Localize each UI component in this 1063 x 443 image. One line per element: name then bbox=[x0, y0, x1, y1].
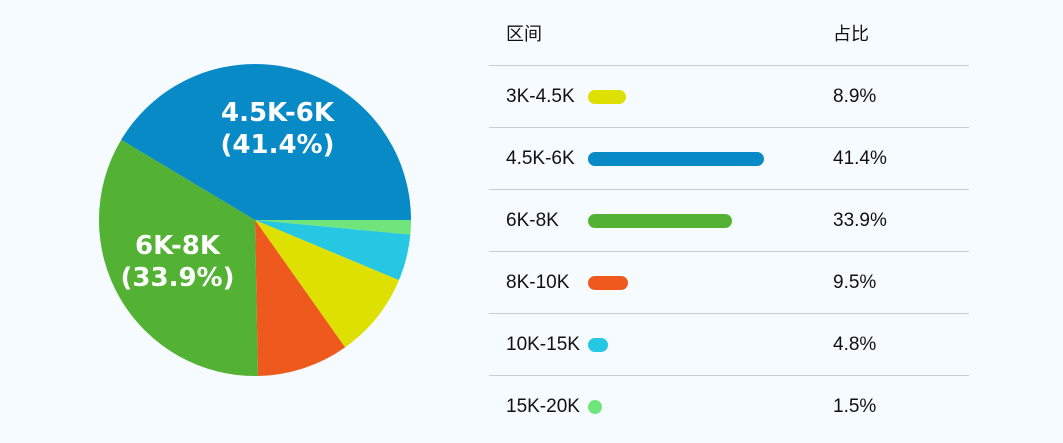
share-bar bbox=[588, 89, 626, 104]
share-value: 8.9% bbox=[833, 85, 877, 107]
range-label: 8K-10K bbox=[506, 271, 570, 293]
range-label: 3K-4.5K bbox=[506, 85, 575, 107]
header-pct: 占比 bbox=[833, 23, 869, 44]
range-label: 10K-15K bbox=[506, 333, 580, 355]
share-bar bbox=[588, 275, 629, 290]
pie-slice-3k-4-5k bbox=[255, 220, 399, 348]
slice-label-4-5k-6k-pct: (41.4%) bbox=[220, 130, 335, 160]
table-header: 区间 占比 bbox=[489, 0, 969, 66]
range-label: 4.5K-6K bbox=[506, 147, 575, 169]
table-row: 6K-8K 33.9% bbox=[489, 190, 969, 252]
pie-slice-6k-8k bbox=[98, 139, 258, 376]
share-value: 41.4% bbox=[833, 147, 887, 169]
header-range: 区间 bbox=[506, 23, 542, 44]
table-row: 8K-10K 9.5% bbox=[489, 252, 969, 314]
pie-svg bbox=[98, 63, 412, 376]
slice-label-4-5k-6k: 4.5K-6K (41.4%) bbox=[205, 97, 350, 161]
share-value: 4.8% bbox=[833, 333, 877, 355]
pie-slice-4-5k-6k bbox=[121, 63, 412, 220]
slice-label-6k-8k-pct: (33.9%) bbox=[120, 263, 235, 293]
distribution-table: 区间 占比 3K-4.5K 8.9% 4.5K-6K 41.4% 6K-8K 33.9% 8… bbox=[489, 0, 969, 438]
share-bar bbox=[588, 213, 733, 228]
table-row: 4.5K-6K 41.4% bbox=[489, 128, 969, 190]
slice-label-6k-8k-name: 6K-8K bbox=[134, 231, 220, 261]
pie-chart: 4.5K-6K (41.4%) 6K-8K (33.9%) bbox=[0, 0, 490, 443]
share-value: 33.9% bbox=[833, 209, 887, 231]
share-bar bbox=[588, 337, 609, 352]
table-row: 3K-4.5K 8.9% bbox=[489, 66, 969, 128]
slice-label-4-5k-6k-name: 4.5K-6K bbox=[221, 98, 334, 128]
pie-slice-8k-10k bbox=[255, 220, 346, 376]
share-bar bbox=[588, 400, 602, 414]
slice-label-6k-8k: 6K-8K (33.9%) bbox=[110, 230, 245, 294]
pie-slice-10k-15k bbox=[255, 220, 411, 281]
share-value: 9.5% bbox=[833, 271, 877, 293]
share-bar bbox=[588, 151, 764, 166]
pie-slice-15k-20k bbox=[255, 220, 411, 235]
table-body: 3K-4.5K 8.9% 4.5K-6K 41.4% 6K-8K 33.9% 8K-10K 9… bbox=[489, 66, 969, 438]
table-row: 10K-15K 4.8% bbox=[489, 314, 969, 376]
table-row: 15K-20K 1.5% bbox=[489, 376, 969, 438]
range-label: 15K-20K bbox=[506, 396, 580, 417]
range-label: 6K-8K bbox=[506, 209, 559, 231]
share-value: 1.5% bbox=[833, 396, 877, 417]
